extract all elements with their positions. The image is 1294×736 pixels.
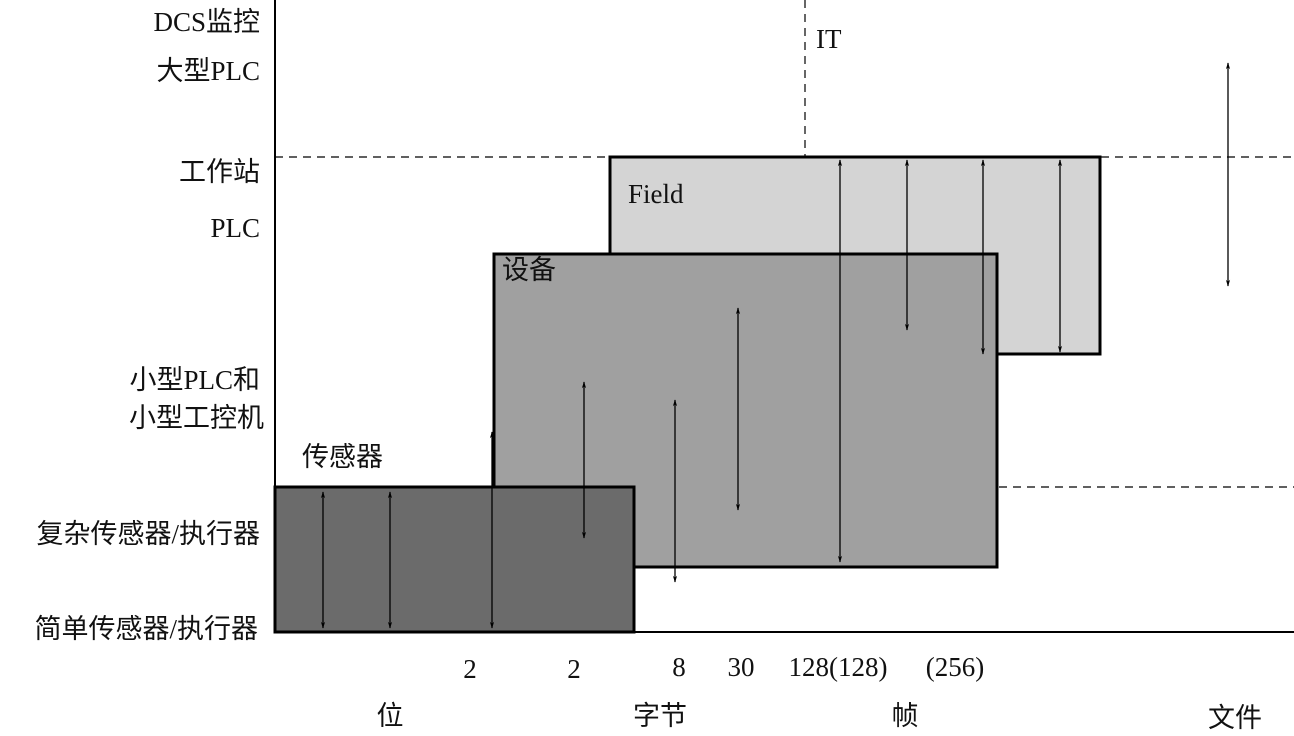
x-label: 位 — [377, 701, 404, 731]
x-number: 8 — [672, 652, 686, 682]
x-label: 帧 — [892, 701, 919, 731]
x-number: 30 — [728, 652, 755, 682]
x-label: 字节 — [633, 701, 687, 731]
y-label: 简单传感器/执行器 — [34, 614, 258, 644]
y-label: 工作站 — [179, 157, 260, 187]
x-number: 128(128) — [789, 652, 888, 682]
y-label: 小型工控机 — [129, 403, 264, 433]
region-label: Field — [628, 179, 684, 209]
region-label: 设备 — [502, 255, 556, 285]
region-label: IT — [816, 24, 842, 54]
x-number: (256) — [926, 652, 984, 682]
y-label: PLC — [210, 213, 260, 243]
region-label: 传感器 — [302, 442, 383, 472]
y-label: 复杂传感器/执行器 — [36, 519, 260, 549]
y-label: DCS监控 — [153, 7, 260, 37]
x-number: 2 — [567, 654, 581, 684]
arrows — [320, 62, 1231, 629]
y-label: 大型PLC — [156, 56, 260, 86]
y-label: 小型PLC和 — [129, 365, 260, 395]
x-label: 文件 — [1208, 703, 1262, 733]
sensor-box — [273, 485, 636, 634]
x-number: 2 — [463, 654, 477, 684]
